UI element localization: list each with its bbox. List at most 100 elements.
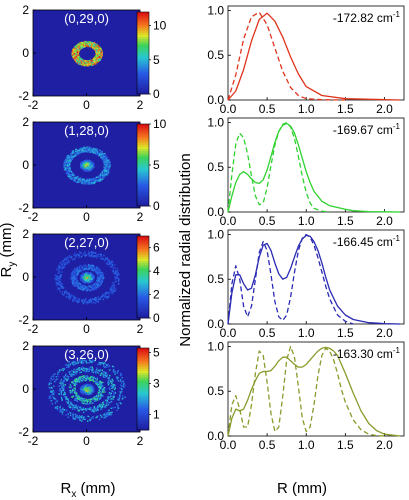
heatmap-pixel	[81, 269, 83, 272]
heatmap-pixel	[71, 174, 74, 176]
heatmap-pixel	[99, 149, 101, 152]
heatmap-pixel	[102, 157, 104, 160]
heatmap-pixel	[55, 284, 58, 286]
heatmap-pixel	[96, 271, 99, 273]
heatmap-pixel	[111, 260, 113, 262]
heatmap-pixel	[91, 268, 93, 270]
heatmap-pixel	[96, 50, 98, 53]
heatmap-pixel	[98, 255, 100, 258]
heatmap-pixel	[76, 254, 79, 256]
heatmap-pixel	[100, 51, 102, 54]
colorbar-segment	[137, 16, 149, 19]
heatmap-pixel	[100, 275, 102, 277]
colorbar-segment	[137, 179, 149, 182]
heatmap-pixel	[107, 261, 109, 264]
heatmap-pixel	[104, 259, 106, 261]
solid-series-line	[227, 122, 401, 213]
heatmap-pixel	[90, 64, 93, 66]
heatmap-pixel	[80, 63, 83, 65]
heatmap-pixel	[109, 164, 111, 166]
heatmap-pixel	[73, 279, 75, 282]
heatmap-pixel	[90, 41, 92, 44]
heatmap-pixel	[69, 255, 71, 257]
heatmap-pixel	[85, 290, 88, 292]
heatmap-pixel	[92, 274, 94, 276]
heatmap-pixel	[93, 288, 95, 290]
heatmap-pixel	[97, 271, 100, 273]
heatmap-pixel	[79, 57, 81, 59]
heatmap-pixel	[65, 398, 67, 401]
colorbar-segment	[137, 183, 149, 186]
heatmap-pixel	[94, 299, 96, 301]
heatmap-pixel	[82, 178, 84, 181]
heatmap-pixel	[88, 272, 90, 274]
heatmap-pixel	[101, 54, 103, 56]
heatmap-pixel	[60, 274, 62, 276]
colorbar-segment	[137, 61, 149, 64]
heatmap-pixel	[91, 269, 94, 271]
heatmap-pixel	[95, 284, 97, 286]
heatmap-pixel	[85, 254, 87, 256]
heatmap-pixel	[48, 397, 51, 399]
heatmap-pixel	[97, 179, 99, 181]
heatmap-pixel	[112, 261, 114, 264]
heatmap-pixel	[88, 276, 91, 278]
radial-x-tick-label: 1.0	[298, 102, 315, 116]
heatmap-pixel	[82, 46, 84, 48]
heatmap-pixel	[78, 57, 80, 59]
heatmap-pixel	[86, 64, 88, 66]
heatmap-x-tick-label: -2	[28, 322, 39, 336]
colorbar-segment	[137, 32, 149, 35]
heatmap-pixel	[102, 274, 104, 276]
heatmap-pixel	[83, 289, 86, 291]
heatmap-pixel	[114, 289, 116, 292]
heatmap-pixel	[89, 401, 91, 404]
heatmap-pixel	[59, 411, 61, 413]
colorbar-segment	[137, 203, 149, 207]
heatmap-pixel	[77, 254, 80, 257]
heatmap-pixel	[91, 275, 93, 277]
colorbar-segment	[137, 193, 149, 197]
heatmap-pixel	[76, 270, 79, 272]
heatmap-pixel	[81, 299, 83, 301]
heatmap-pixel	[105, 291, 108, 293]
heatmap-pixel	[99, 390, 101, 393]
heatmap-pixel	[58, 269, 60, 271]
heatmap-pixel	[65, 296, 68, 298]
heatmap-pixel	[68, 294, 71, 297]
heatmap-pixel	[68, 162, 70, 164]
heatmap-pixel	[71, 276, 73, 278]
heatmap-pixel	[63, 166, 65, 168]
heatmap-pixel	[92, 178, 94, 181]
heatmap-pixel	[75, 48, 77, 50]
heatmap-pixel	[78, 367, 80, 369]
heatmap-pixel	[96, 149, 98, 152]
heatmap-pixel	[94, 59, 96, 61]
heatmap-pixel	[100, 53, 102, 56]
heatmap-pixel	[100, 295, 103, 298]
colorbar-segment	[137, 195, 149, 199]
heatmap-pixel	[76, 416, 79, 419]
heatmap-pixel	[111, 261, 113, 263]
heatmap-pixel	[90, 252, 92, 254]
heatmap-pixel	[88, 265, 90, 267]
heatmap-pixel	[79, 251, 82, 254]
heatmap-pixel	[93, 265, 95, 267]
heatmap-pixel	[92, 398, 94, 401]
heatmap-pixel	[87, 64, 89, 67]
heatmap-pixel	[70, 178, 72, 180]
heatmap-pixel	[67, 157, 70, 160]
heatmap-pixel	[97, 274, 99, 276]
heatmap-pixel	[85, 160, 88, 163]
heatmap-pixel	[78, 269, 81, 271]
heatmap-pixel	[96, 285, 98, 288]
wavenumber-unit-superscript: -1	[393, 10, 401, 19]
heatmap-pixel	[61, 264, 64, 266]
heatmap-pixel	[95, 179, 97, 181]
heatmap-pixel	[106, 173, 108, 175]
heatmap-pixel	[96, 57, 98, 59]
heatmap-pixel	[87, 289, 89, 291]
heatmap-pixel	[104, 415, 107, 417]
heatmap-pixel	[95, 416, 97, 419]
heatmap-pixel	[101, 272, 104, 275]
